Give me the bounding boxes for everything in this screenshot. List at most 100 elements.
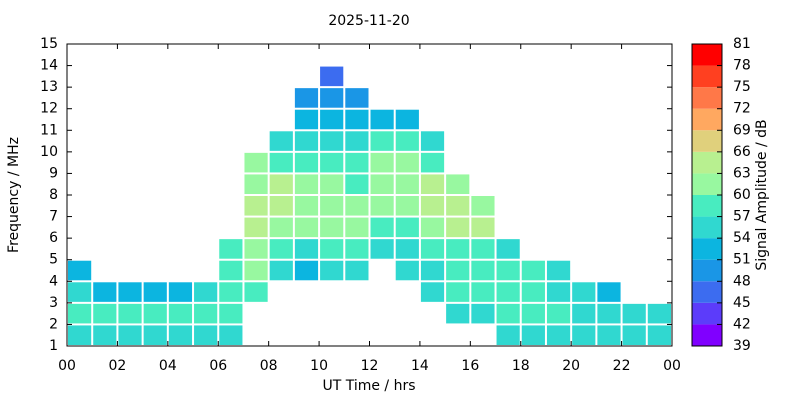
cell — [320, 66, 344, 87]
cell — [370, 217, 394, 238]
colorbar-tick-label: 51 — [733, 252, 751, 268]
cell — [395, 131, 419, 151]
cell — [143, 325, 167, 345]
cell — [471, 196, 495, 216]
colorbar-swatch — [692, 65, 722, 88]
cell — [320, 88, 344, 108]
cell — [546, 325, 571, 345]
cell — [446, 282, 470, 302]
cell — [446, 260, 470, 281]
cell — [420, 152, 445, 173]
colorbar-tick-label: 57 — [733, 209, 751, 225]
cell — [345, 109, 369, 130]
cell — [219, 325, 243, 345]
cell — [370, 196, 394, 216]
colorbar-swatch — [692, 324, 722, 346]
cell — [194, 303, 218, 324]
cell — [370, 131, 394, 151]
cell — [320, 239, 344, 259]
cell — [496, 239, 520, 259]
cell — [572, 303, 596, 324]
cell — [118, 325, 142, 345]
cell — [521, 325, 545, 345]
cell — [269, 152, 293, 173]
cell — [269, 174, 293, 194]
cell — [647, 303, 671, 324]
x-tick-label: 18 — [512, 358, 530, 374]
cell — [572, 325, 596, 345]
cell — [395, 196, 419, 216]
cell — [269, 260, 293, 281]
cell — [446, 239, 470, 259]
cell — [345, 239, 369, 259]
x-tick-label: 06 — [209, 358, 227, 374]
cell — [320, 152, 344, 173]
cell — [168, 282, 193, 302]
colorbar-swatch — [692, 151, 722, 174]
colorbar-tick-label: 69 — [733, 122, 751, 138]
cell — [420, 282, 445, 302]
y-axis-label: Frequency / MHz — [6, 137, 22, 253]
x-axis-label: UT Time / hrs — [322, 378, 415, 394]
colorbar-swatch — [692, 87, 722, 109]
cell — [244, 260, 268, 281]
y-tick-label: 11 — [40, 122, 58, 138]
cell — [244, 239, 268, 259]
colorbar-swatch — [692, 173, 722, 195]
x-tick-label: 14 — [411, 358, 429, 374]
cell — [622, 303, 646, 324]
cell — [194, 325, 218, 345]
cell — [496, 303, 520, 324]
colorbar-tick-label: 72 — [733, 101, 751, 117]
cell — [244, 152, 268, 173]
cell — [345, 152, 369, 173]
cell — [597, 325, 621, 345]
cell — [68, 260, 92, 281]
cell — [219, 303, 243, 324]
y-tick-label: 15 — [40, 36, 58, 52]
cell — [546, 260, 571, 281]
x-tick-label: 00 — [58, 358, 76, 374]
cell — [168, 303, 193, 324]
y-tick-label: 7 — [49, 209, 58, 225]
cell — [168, 325, 193, 345]
colorbar-tick-label: 75 — [733, 79, 751, 95]
cell — [496, 282, 520, 302]
cell — [446, 196, 470, 216]
colorbar-label: Signal Amplitude / dB — [754, 119, 770, 270]
colorbar-tick-label: 78 — [733, 58, 751, 74]
x-tick-label: 12 — [361, 358, 379, 374]
cell — [471, 260, 495, 281]
cell — [244, 217, 268, 238]
cell — [93, 325, 117, 345]
cell — [244, 282, 268, 302]
y-tick-label: 10 — [40, 144, 58, 160]
cell — [118, 282, 142, 302]
cell — [471, 217, 495, 238]
x-tick-label: 16 — [461, 358, 479, 374]
cell — [320, 260, 344, 281]
cell — [395, 217, 419, 238]
x-tick-label: 08 — [260, 358, 278, 374]
colorbar-tick-label: 42 — [733, 316, 751, 332]
colorbar-tick-label: 39 — [733, 338, 751, 354]
cell — [546, 303, 571, 324]
x-tick-label: 22 — [613, 358, 631, 374]
cell — [244, 196, 268, 216]
cell — [219, 282, 243, 302]
cell — [345, 88, 369, 108]
cell — [320, 217, 344, 238]
cell — [294, 131, 319, 151]
cell — [68, 303, 92, 324]
cell — [395, 152, 419, 173]
cell — [597, 282, 621, 302]
cell — [345, 174, 369, 194]
cell — [320, 174, 344, 194]
cell — [597, 303, 621, 324]
y-tick-label: 12 — [40, 101, 58, 117]
y-tick-label: 13 — [40, 79, 58, 95]
y-tick-label: 3 — [49, 295, 58, 311]
colorbar-tick-label: 60 — [733, 187, 751, 203]
cell — [269, 196, 293, 216]
